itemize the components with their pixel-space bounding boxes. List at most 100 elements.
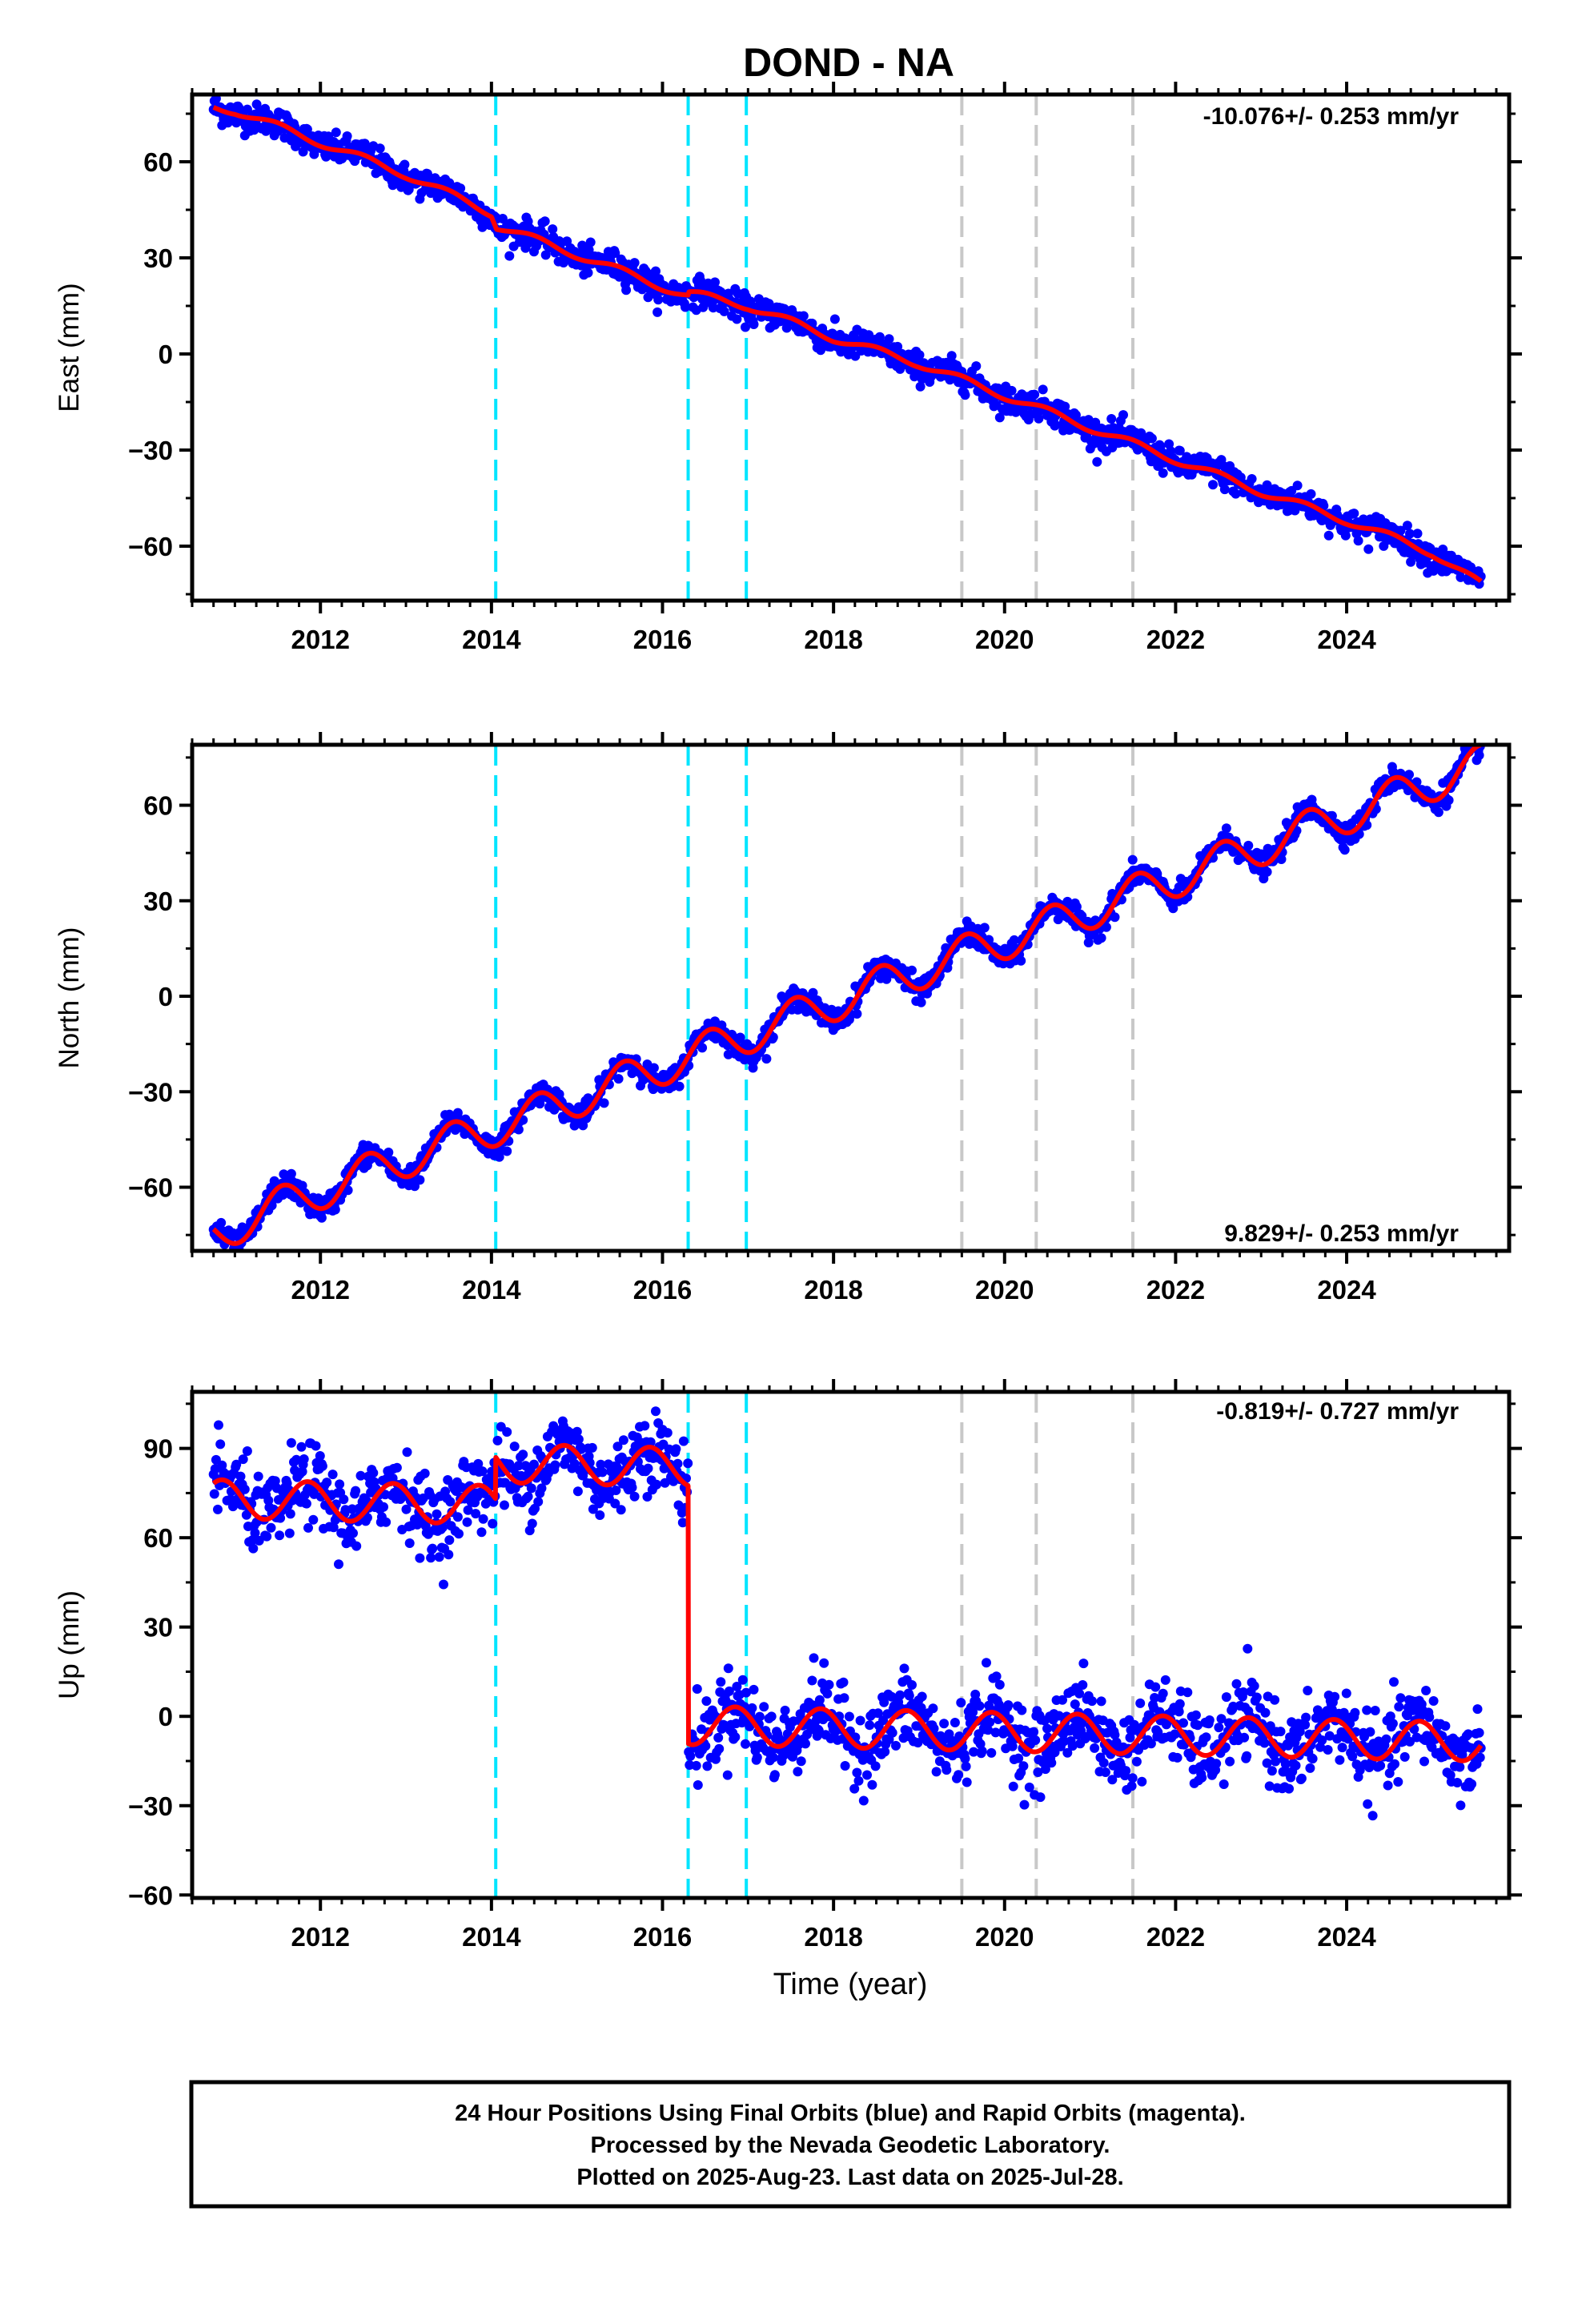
data-point [961,1761,971,1771]
data-point [415,1553,425,1563]
data-point [285,1509,295,1519]
east-frame [190,92,1512,603]
data-point [616,1505,626,1515]
data-point [215,1439,226,1449]
data-point [1292,480,1303,491]
data-point [864,330,874,340]
plot-area [208,94,1486,601]
data-point [1421,1686,1431,1695]
data-point [954,1770,964,1780]
data-point [1271,1756,1281,1767]
y-tick-label: −60 [128,532,173,561]
data-point [629,1491,640,1502]
data-point [994,412,1005,423]
data-point [674,1081,685,1092]
data-point [985,1717,995,1727]
data-point [297,1180,307,1191]
data-point [1363,544,1374,554]
data-point [311,1441,321,1451]
x-tick-label: 2014 [462,1922,521,1952]
data-point [262,1531,272,1542]
data-point [335,1479,345,1490]
y-tick-label: −60 [128,1173,173,1203]
data-point [439,1579,448,1590]
data-point [585,237,596,247]
data-point [907,965,917,975]
x-tick-label: 2016 [633,625,692,654]
data-point [214,1420,223,1430]
data-point [610,248,620,258]
data-point [1018,1761,1029,1771]
data-point [1301,1712,1311,1723]
data-point [1306,489,1316,499]
y-tick-label: 30 [143,887,173,916]
data-point [895,364,905,374]
data-point [315,1451,325,1461]
model-curve [211,105,1484,584]
data-point [1174,1699,1185,1709]
data-point [1365,1727,1375,1737]
data-point [766,1711,777,1722]
data-point [1060,401,1070,412]
data-point [977,1746,987,1756]
data-point [583,267,593,278]
data-point [852,1767,862,1778]
data-point [1092,456,1102,467]
data-point [1474,750,1484,761]
x-tick-label: 2020 [975,625,1034,654]
data-point [1370,1706,1380,1715]
data-point [840,1761,850,1771]
data-point [500,1500,509,1510]
data-point [1078,1659,1089,1669]
data-point [732,314,742,324]
data-point [862,1770,872,1780]
data-point [1034,413,1044,424]
data-point [540,216,550,227]
data-point [1127,1773,1138,1783]
data-point [1472,1704,1483,1715]
data-point [741,322,750,332]
data-point [1349,509,1359,519]
data-point [640,1421,650,1431]
data-point [391,1462,402,1473]
data-point [991,1671,1002,1682]
data-point [1402,521,1412,531]
y-tick-label: 60 [143,791,173,821]
data-point [931,1767,942,1777]
data-point [691,1760,701,1771]
data-point [502,1146,512,1156]
data-point [793,1767,803,1777]
data-point [956,1698,966,1708]
data-point [946,351,957,361]
data-point [216,1217,227,1228]
data-point [548,224,558,235]
data-point [504,251,515,261]
data-point [1363,1799,1373,1809]
north-y-label: North (mm) [54,927,85,1069]
data-point [1030,389,1040,400]
x-tick-label: 2014 [462,1275,521,1305]
data-point [1394,1702,1404,1712]
data-point [681,302,690,312]
data-point [513,1124,524,1135]
data-point [1042,1723,1052,1734]
data-point [1405,529,1415,539]
data-point [383,1148,394,1157]
data-point [822,1688,833,1699]
data-point [741,1739,750,1749]
data-point [769,1770,780,1780]
data-point [1035,1792,1046,1803]
data-point [400,159,410,170]
data-point [1305,1763,1315,1773]
data-point [819,1658,829,1668]
data-point [884,334,894,344]
data-point [1243,1643,1253,1654]
data-point [1340,530,1351,541]
data-point [309,149,319,159]
data-point [533,1497,544,1507]
data-point [296,1441,307,1452]
data-point [899,1663,909,1674]
data-point [652,307,663,317]
data-point [895,1690,905,1700]
